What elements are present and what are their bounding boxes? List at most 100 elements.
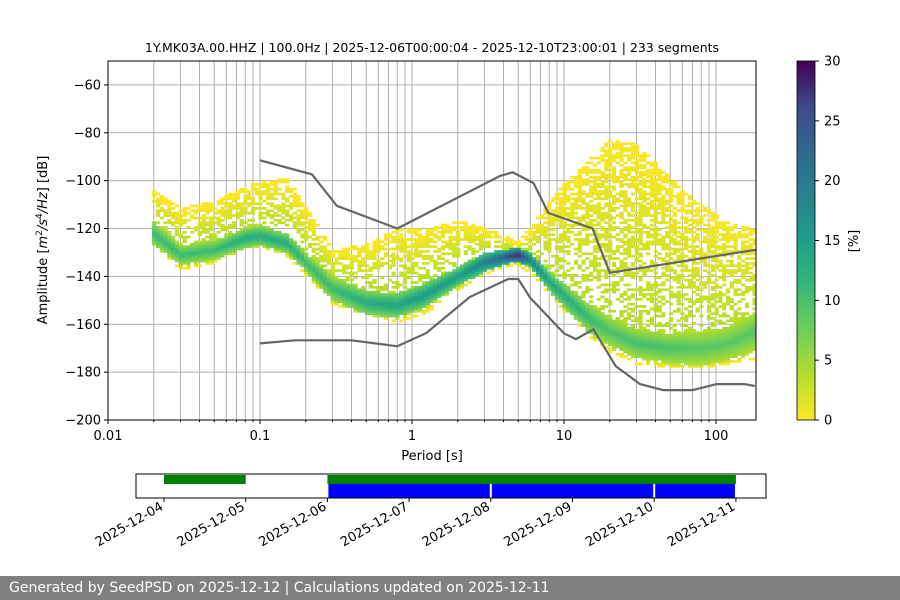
heatmap-cell	[300, 223, 305, 227]
heatmap-cell	[471, 274, 476, 277]
heatmap-cell	[589, 312, 594, 315]
heatmap-cell	[737, 300, 742, 304]
heatmap-cell	[174, 242, 180, 246]
heatmap-cell	[547, 250, 552, 253]
heatmap-cell	[186, 218, 191, 222]
heatmap-cell	[630, 168, 636, 172]
heatmap-cell	[486, 235, 491, 239]
heatmap-cell	[501, 247, 506, 251]
heatmap-cell	[653, 345, 658, 349]
heatmap-cell	[239, 230, 244, 234]
heatmap-cell	[285, 242, 290, 246]
heatmap-cell	[699, 218, 704, 222]
heatmap-cell	[695, 211, 700, 215]
heatmap-cell	[520, 262, 525, 265]
heatmap-cell	[558, 214, 563, 217]
heatmap-cell	[657, 240, 662, 244]
heatmap-cell	[600, 206, 605, 210]
heatmap-cell	[649, 336, 655, 339]
heatmap-cell	[452, 250, 457, 253]
heatmap-cell	[471, 257, 476, 260]
heatmap-cell	[589, 221, 594, 225]
heatmap-cell	[197, 250, 202, 253]
heatmap-cell	[558, 266, 563, 270]
heatmap-cell	[627, 173, 632, 177]
heatmap-cell	[269, 221, 275, 225]
heatmap-cell	[630, 295, 636, 299]
heatmap-cell	[444, 230, 449, 234]
heatmap-cell	[619, 163, 624, 167]
heatmap-cell	[733, 288, 738, 292]
heatmap-cell	[668, 180, 674, 184]
heatmap-cell	[554, 216, 560, 220]
heatmap-cell	[627, 254, 632, 258]
heatmap-cell	[741, 321, 746, 325]
heatmap-cell	[581, 324, 586, 327]
heatmap-cell	[425, 228, 430, 232]
heatmap-cell	[254, 233, 259, 237]
heatmap-cell	[695, 333, 700, 337]
heatmap-cell	[334, 285, 339, 289]
heatmap-cell	[665, 254, 670, 258]
heatmap-cell	[224, 197, 229, 201]
heatmap-cell	[725, 343, 731, 347]
heatmap-cell	[638, 285, 643, 289]
heatmap-cell	[513, 240, 518, 244]
heatmap-cell	[718, 252, 723, 256]
heatmap-cell	[262, 206, 267, 210]
heatmap-cell	[638, 202, 643, 205]
heatmap-cell	[627, 197, 632, 201]
heatmap-cell	[437, 235, 442, 239]
psd-segment-bar	[655, 484, 735, 498]
heatmap-cell	[630, 271, 636, 275]
heatmap-cell	[600, 242, 605, 246]
heatmap-cell	[608, 242, 613, 246]
heatmap-cell	[532, 235, 537, 239]
heatmap-cell	[399, 295, 404, 299]
heatmap-cell	[589, 252, 594, 256]
heatmap-cell	[725, 314, 731, 318]
heatmap-cell	[623, 324, 628, 327]
heatmap-cell	[376, 264, 381, 268]
heatmap-cell	[604, 202, 609, 205]
heatmap-cell	[209, 202, 214, 205]
heatmap-cell	[744, 247, 750, 251]
heatmap-cell	[600, 190, 605, 193]
heatmap-cell	[258, 185, 263, 189]
heatmap-cell	[687, 281, 693, 284]
heatmap-cell	[661, 221, 666, 225]
heatmap-cell	[456, 242, 461, 246]
heatmap-cell	[672, 364, 677, 368]
heatmap-cell	[687, 350, 693, 354]
heatmap-cell	[729, 345, 734, 349]
heatmap-cell	[600, 235, 605, 239]
heatmap-cell	[744, 352, 750, 356]
heatmap-cell	[634, 183, 639, 186]
heatmap-cell	[440, 262, 446, 265]
heatmap-cell	[535, 235, 541, 239]
heatmap-cell	[627, 228, 632, 232]
heatmap-cell	[486, 230, 491, 234]
y-tick-label: −100	[65, 174, 101, 189]
heatmap-cell	[516, 252, 522, 256]
heatmap-cell	[273, 235, 278, 239]
heatmap-cell	[668, 364, 674, 368]
heatmap-cell	[383, 252, 389, 256]
heatmap-cell	[167, 238, 172, 241]
heatmap-cell	[410, 297, 415, 301]
heatmap-cell	[235, 245, 240, 248]
heatmap-cell	[376, 266, 381, 270]
heatmap-cell	[418, 288, 423, 292]
heatmap-cell	[364, 245, 370, 248]
heatmap-cell	[174, 233, 180, 237]
heatmap-cell	[665, 247, 670, 251]
heatmap-cell	[646, 269, 651, 272]
heatmap-cell	[691, 338, 696, 342]
heatmap-cell	[243, 206, 248, 210]
heatmap-cell	[266, 247, 271, 251]
heatmap-cell	[665, 206, 670, 210]
heatmap-cell	[668, 317, 674, 320]
heatmap-cell	[410, 245, 415, 248]
heatmap-cell	[387, 300, 392, 304]
heatmap-cell	[524, 264, 529, 268]
